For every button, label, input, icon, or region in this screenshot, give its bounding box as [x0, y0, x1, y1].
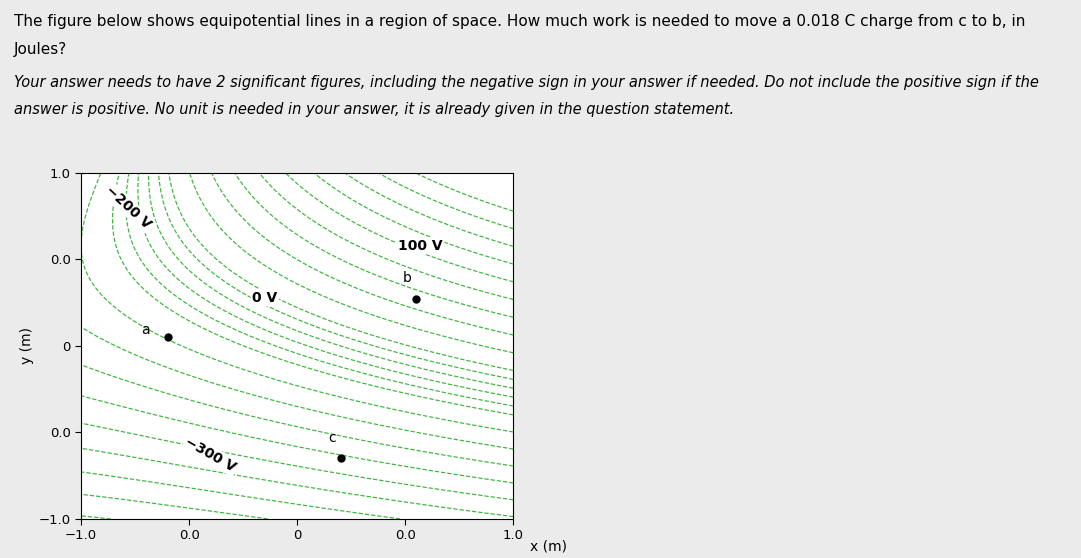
- Text: −200 V: −200 V: [104, 183, 154, 232]
- Text: b: b: [403, 271, 412, 286]
- Text: 0 V: 0 V: [252, 291, 278, 305]
- Text: Your answer needs to have 2 significant figures, including the negative sign in : Your answer needs to have 2 significant …: [14, 75, 1039, 90]
- Y-axis label: y (m): y (m): [21, 328, 35, 364]
- X-axis label: x (m): x (m): [530, 540, 566, 554]
- Text: The figure below shows equipotential lines in a region of space. How much work i: The figure below shows equipotential lin…: [14, 14, 1026, 29]
- Text: a: a: [142, 323, 150, 337]
- Text: answer is positive. No unit is needed in your answer, it is already given in the: answer is positive. No unit is needed in…: [14, 102, 734, 117]
- Text: −300 V: −300 V: [183, 435, 239, 475]
- Text: Joules?: Joules?: [14, 42, 67, 57]
- Text: c: c: [328, 431, 336, 445]
- Text: 100 V: 100 V: [398, 239, 443, 253]
